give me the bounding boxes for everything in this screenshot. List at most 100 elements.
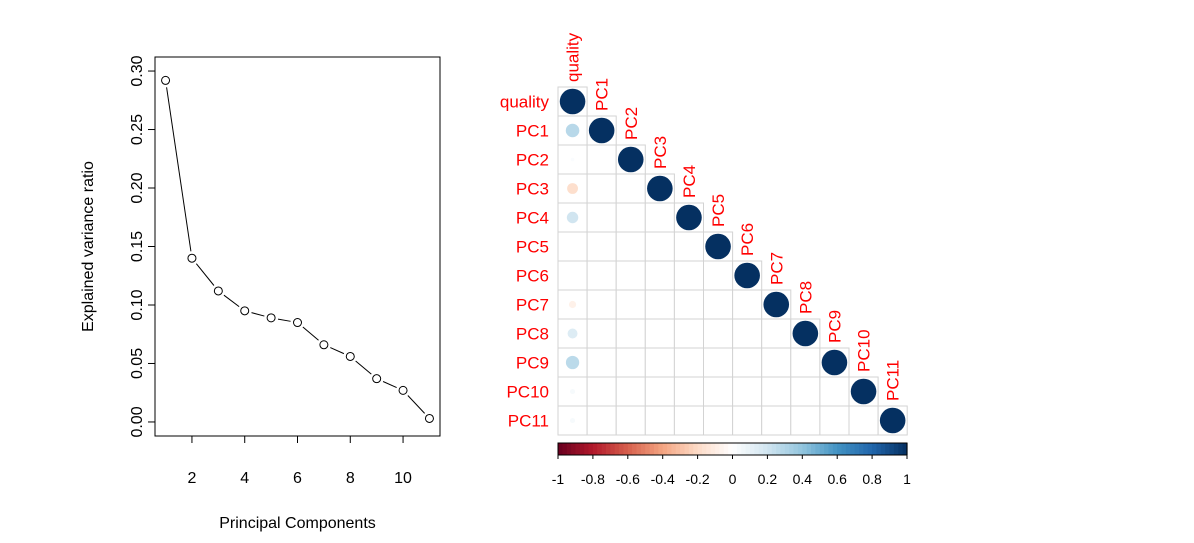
data-point [293,318,302,328]
row-label: PC4 [516,209,549,228]
correlation-circle [658,302,662,307]
series-line-segment [251,312,265,317]
colorbar-segment [797,443,803,455]
colorbar-segment [597,443,603,455]
colorbar-segment [893,443,899,455]
colorbar-segment [653,443,659,455]
correlation-circle [600,418,604,423]
data-point [266,313,276,323]
correlation-circle [629,418,633,423]
colorbar-segment [811,443,816,455]
x-tick-label: 2 [187,470,196,487]
colorbar-segment [605,443,611,455]
colorbar-segment [741,443,747,455]
colorbar-segment [675,443,681,455]
correlation-circle [600,360,604,365]
correlation-circle [600,273,604,278]
y-tick-label: 0.10 [129,289,146,320]
colorbar-segment [640,443,646,455]
correlation-circle [570,273,575,278]
correlation-circle [567,328,578,339]
correlation-circle [629,389,633,394]
correlation-circle [716,418,720,423]
colorbar-segment [614,443,620,455]
row-label: quality [500,93,550,112]
correlation-circle [568,300,577,309]
correlation-plot: qualityPC1PC2PC3PC4PC5PC6PC7PC8PC9PC10PC… [500,32,911,487]
data-point [424,413,434,423]
correlation-circle [600,215,604,220]
colorbar-segment [841,443,847,455]
correlation-circle [629,273,633,278]
colorbar-tick-label: -0.4 [651,471,675,487]
correlation-circle [716,360,720,365]
colorbar-tick-label: -1 [552,471,565,487]
correlation-circle [629,360,633,365]
correlation-circle [658,244,662,249]
correlation-circle [716,389,720,394]
colorbar-tick-label: 0.2 [758,471,778,487]
colorbar-segment [619,443,625,455]
correlation-circle [705,233,731,260]
colorbar-segment [828,443,834,455]
colorbar-segment [902,443,908,455]
correlation-circle [745,418,749,423]
colorbar-segment [728,443,734,455]
colorbar-tick-label: 0.8 [862,471,882,487]
colorbar-segment [601,443,607,455]
row-label: PC3 [516,180,549,199]
correlation-circle [774,389,778,394]
column-label: PC1 [593,78,612,111]
data-point [161,75,171,85]
colorbar-segment [745,443,751,455]
row-label: PC6 [516,267,549,286]
correlation-circle [629,186,633,191]
correlation-circle [600,302,604,307]
correlation-circle [570,157,575,162]
colorbar-tick-label: 0 [729,471,737,487]
colorbar-segment [649,443,655,455]
colorbar-segment [701,443,707,455]
colorbar-segment [863,443,869,455]
colorbar-segment [754,443,760,455]
y-tick-label: 0.20 [129,172,146,203]
colorbar-segment [732,443,738,455]
colorbar-segment [749,443,755,455]
y-tick-label: 0.15 [129,231,146,262]
colorbar-segment [627,443,633,455]
correlation-circle [745,302,749,307]
colorbar-segment [719,443,725,455]
colorbar-segment [623,443,629,455]
correlation-circle [687,244,691,249]
correlation-circle [716,273,720,278]
colorbar-segment [671,443,677,455]
y-tick-label: 0.00 [129,406,146,437]
correlation-circle [600,244,604,249]
column-label: PC5 [709,194,728,227]
colorbar-segment [771,443,777,455]
correlation-circle [658,418,662,423]
correlation-circle [569,417,576,424]
y-axis: 0.00 0.05 0.10 0.15 0.20 0.25 0.30 [129,55,156,438]
correlation-circle [566,211,579,224]
correlation-circle [570,244,575,249]
series-line-segment [277,318,291,322]
colorbar-segment [859,443,864,455]
correlation-circle [658,331,662,336]
colorbar-segment [845,443,851,455]
x-tick-label: 4 [240,470,249,487]
series-line-segment [407,395,426,414]
correlation-circle [803,389,807,394]
correlation-circle [716,331,720,336]
column-label: PC10 [855,329,874,372]
row-label: PC2 [516,151,549,170]
colorbar-segment [588,443,594,455]
correlation-circle [821,349,848,376]
row-label: PC11 [508,412,549,431]
colorbar-segment [693,443,699,455]
colorbar-segment [662,443,668,455]
series-line-segment [166,87,192,252]
colorbar-segment [632,443,638,455]
grid-cell [615,289,646,320]
